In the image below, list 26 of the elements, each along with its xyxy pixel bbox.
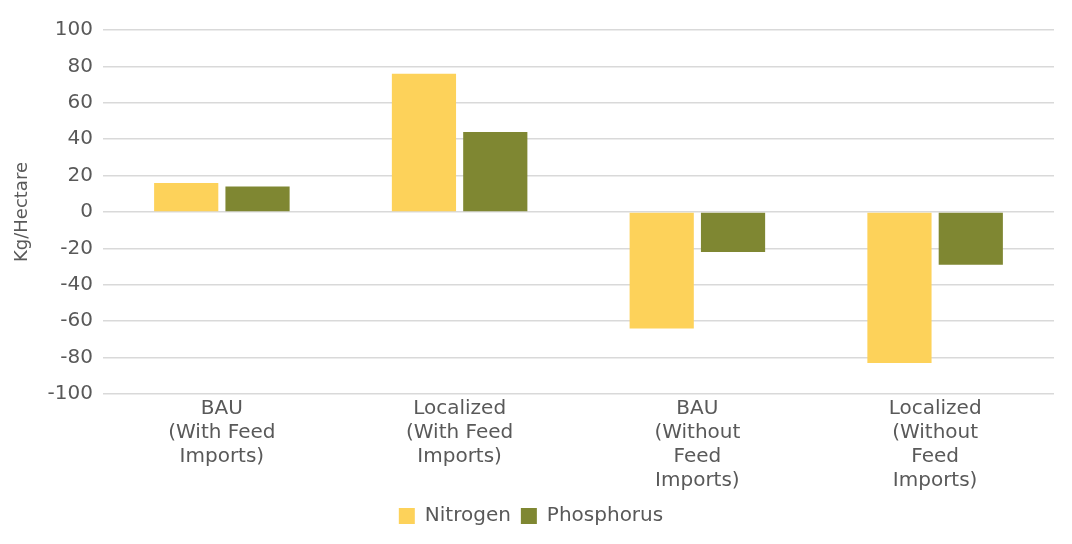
y-tick-label: -20 [60, 234, 93, 259]
x-tick-label: BAU (With Feed Imports) [168, 395, 276, 468]
y-axis-title: Kg/Hectare [10, 162, 32, 262]
bar [629, 212, 694, 329]
y-tick-label: 40 [67, 125, 93, 150]
y-tick-label: 60 [67, 89, 93, 113]
x-tick-label: Localized (Without Feed Imports) [888, 395, 982, 492]
y-tick-label: -40 [60, 271, 93, 295]
bar [225, 186, 290, 212]
bar [154, 182, 219, 212]
y-tick-label: -80 [60, 343, 93, 368]
bar [463, 131, 528, 212]
legend-label: Phosphorus [546, 502, 664, 527]
bar [700, 212, 766, 253]
legend-label: Nitrogen [424, 502, 511, 527]
y-tick-label: -100 [47, 380, 93, 405]
y-tick-label: 100 [54, 16, 93, 41]
y-tick-label: 20 [67, 161, 93, 186]
x-tick-label: Localized (With Feed Imports) [405, 395, 514, 468]
y-tick-label: 0 [80, 198, 93, 223]
bar [391, 73, 457, 212]
y-tick-label: 80 [67, 52, 93, 77]
y-tick-label: -60 [60, 307, 93, 332]
x-tick-label: BAU (Without Feed Imports) [654, 395, 741, 492]
bar [938, 212, 1003, 265]
bar [867, 212, 932, 364]
